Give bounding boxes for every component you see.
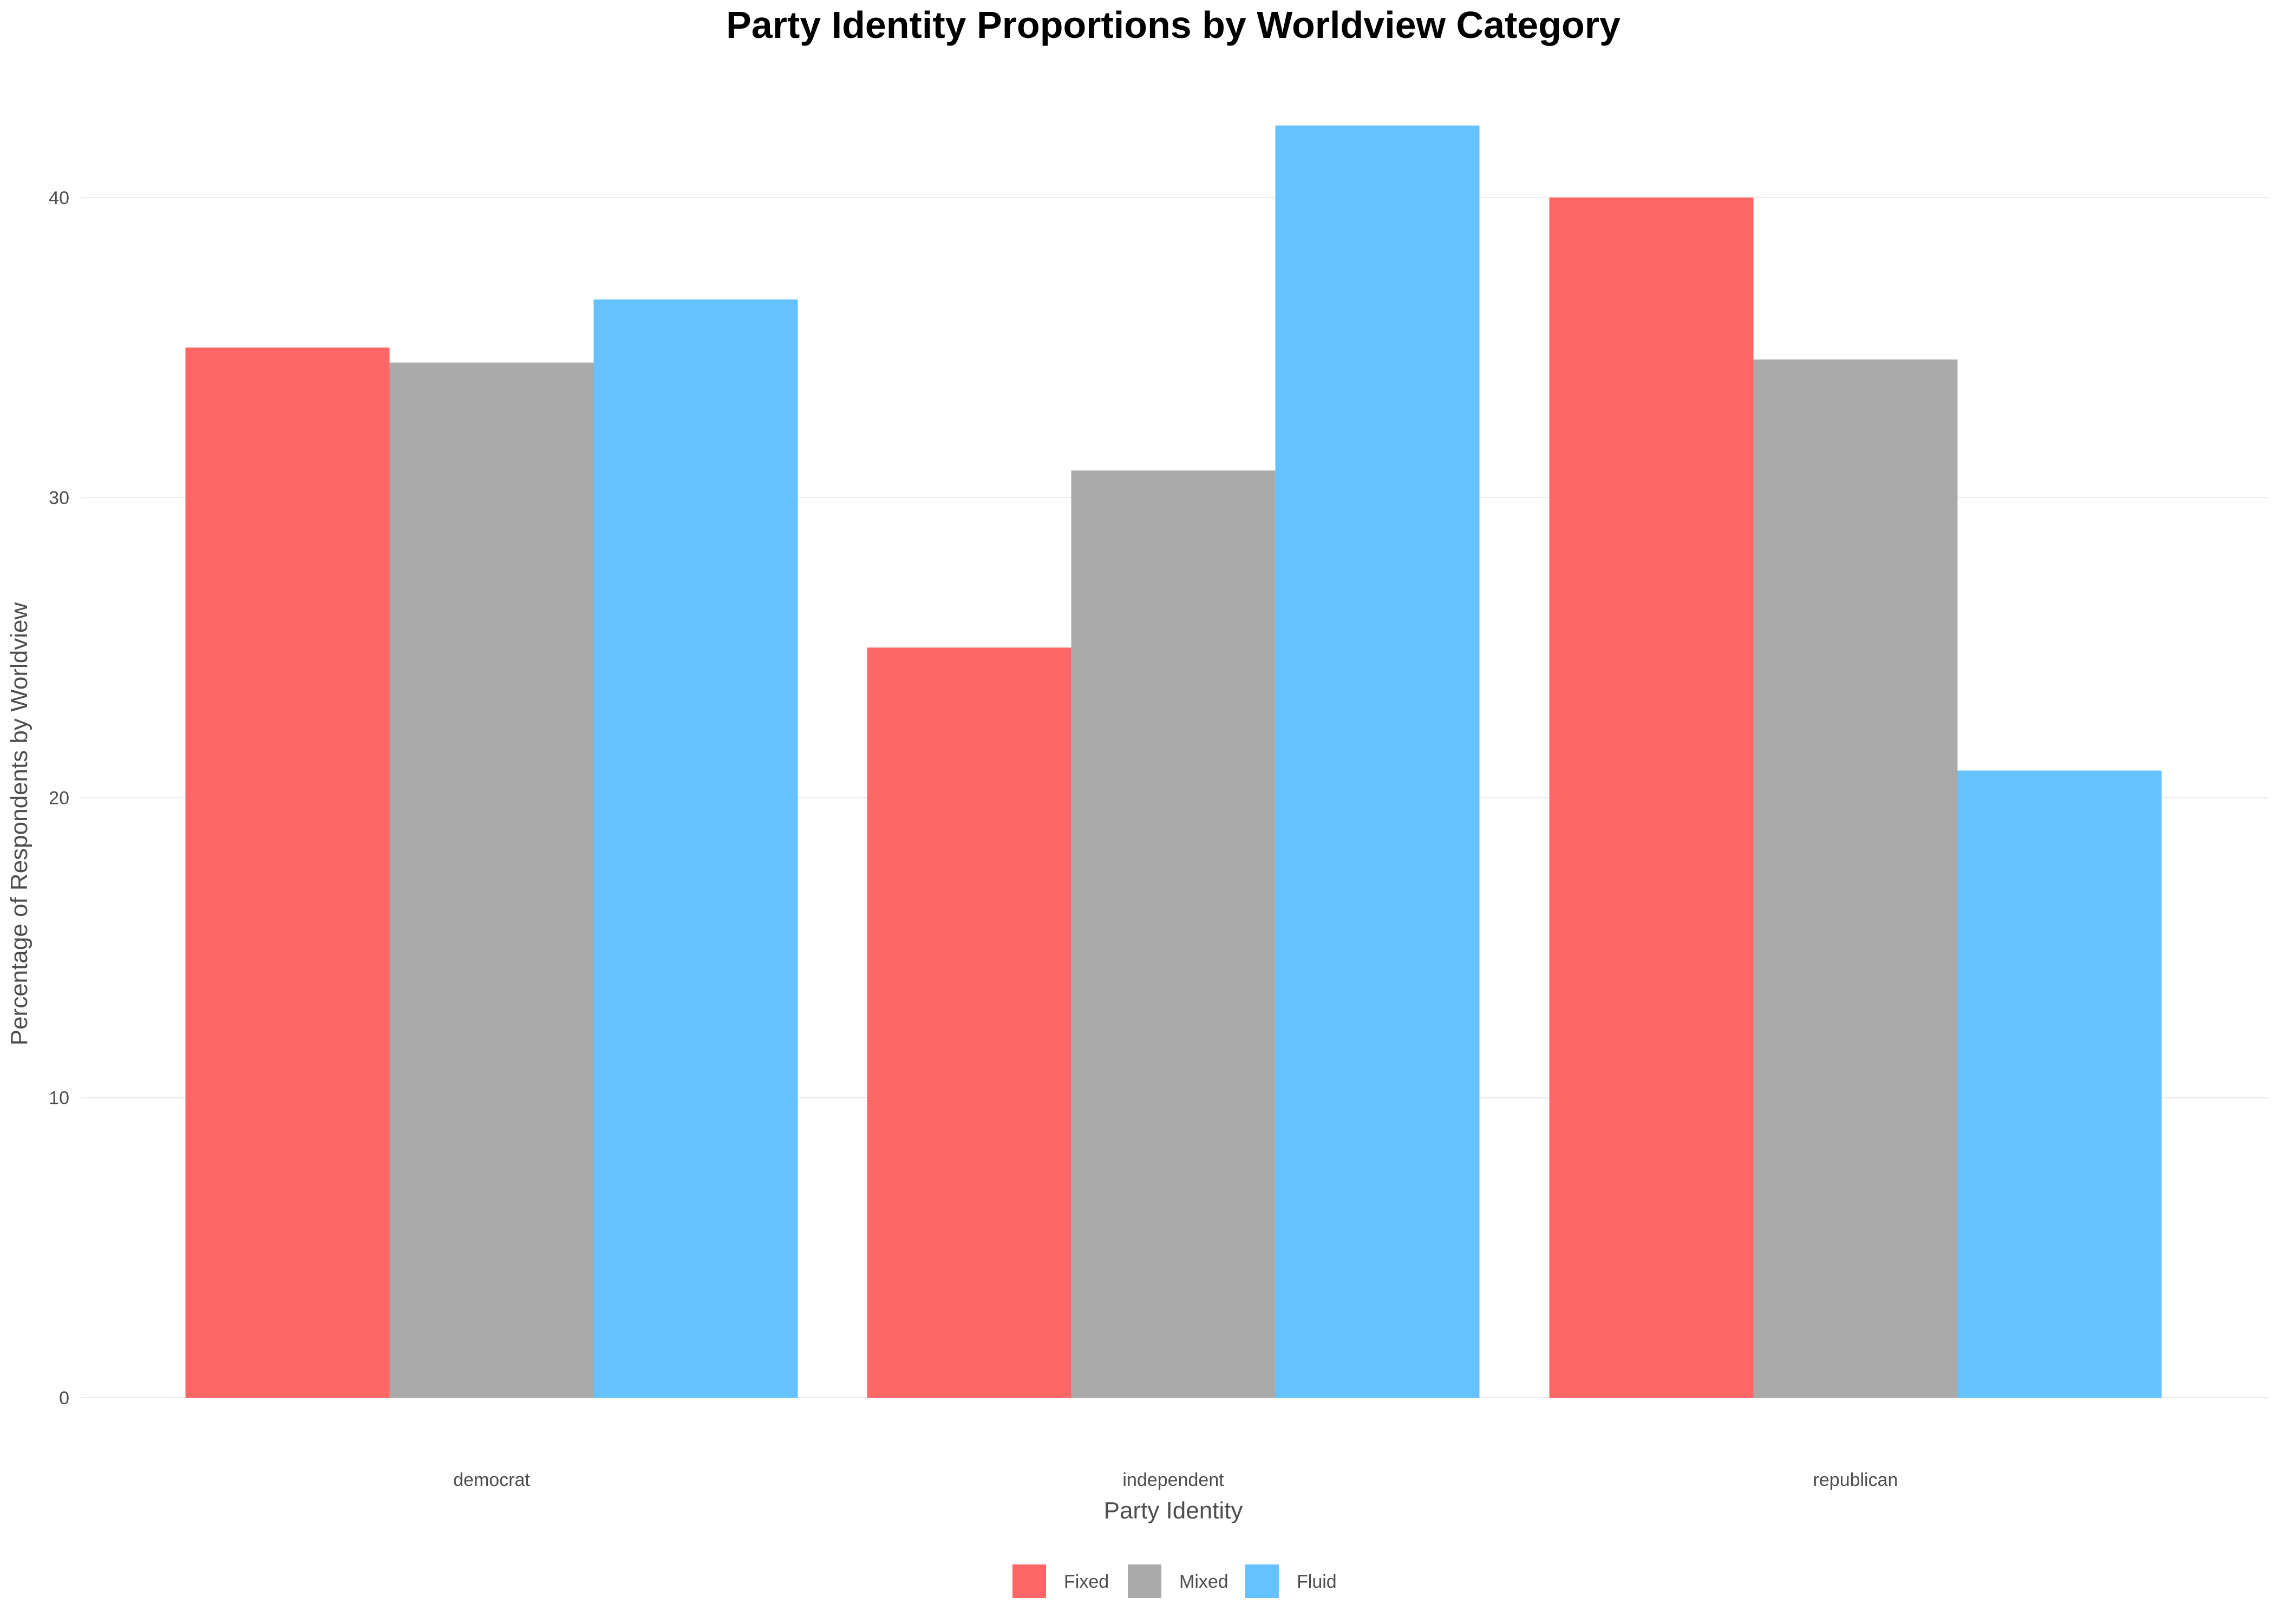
- bar-independent-fluid: [1275, 125, 1480, 1398]
- legend-label-fluid: Fluid: [1297, 1571, 1337, 1592]
- bar-democrat-fixed: [185, 347, 390, 1398]
- x-tick-label-republican: republican: [1813, 1470, 1898, 1490]
- bar-republican-mixed: [1753, 359, 1958, 1398]
- y-tick-label: 20: [49, 788, 69, 808]
- x-tick-label-democrat: democrat: [453, 1470, 530, 1490]
- legend-label-mixed: Mixed: [1179, 1571, 1229, 1592]
- x-axis-tick-labels: democrat independent republican: [453, 1470, 1898, 1490]
- chart-title: Party Identity Proportions by Worldview …: [726, 4, 1620, 46]
- bar-independent-fixed: [867, 647, 1071, 1398]
- bar-republican-fixed: [1549, 197, 1754, 1398]
- bar-independent-mixed: [1071, 470, 1276, 1398]
- bar-democrat-fluid: [593, 299, 798, 1398]
- bars: [185, 125, 2162, 1398]
- y-tick-label: 0: [59, 1388, 69, 1409]
- y-tick-label: 30: [49, 488, 69, 508]
- y-axis-tick-labels: 0 10 20 30 40: [49, 188, 69, 1409]
- bar-democrat-mixed: [389, 362, 594, 1398]
- y-tick-label: 40: [49, 188, 69, 208]
- legend-key-fluid: [1245, 1564, 1279, 1598]
- x-axis-title: Party Identity: [1104, 1497, 1243, 1524]
- y-axis-title: Percentage of Respondents by Worldview: [6, 603, 32, 1046]
- legend-label-fixed: Fixed: [1064, 1571, 1109, 1592]
- legend-key-mixed: [1128, 1564, 1161, 1598]
- bar-republican-fluid: [1957, 770, 2162, 1398]
- legend: Fixed Mixed Fluid: [1012, 1564, 1337, 1598]
- y-tick-label: 10: [49, 1088, 69, 1109]
- legend-key-fixed: [1012, 1564, 1046, 1598]
- x-tick-label-independent: independent: [1122, 1470, 1224, 1490]
